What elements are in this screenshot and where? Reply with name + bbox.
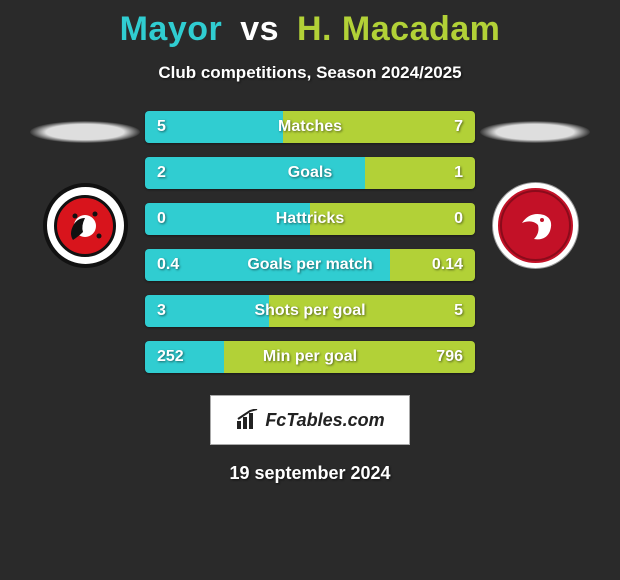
player2-name: H. Macadam bbox=[297, 10, 500, 48]
stat-value-left: 5 bbox=[157, 118, 166, 136]
stat-row: 252796Min per goal bbox=[145, 341, 475, 373]
stat-value-left: 2 bbox=[157, 164, 166, 182]
team-badge-right bbox=[493, 183, 578, 268]
stat-value-right: 0.14 bbox=[432, 256, 463, 274]
stat-row: 00Hattricks bbox=[145, 203, 475, 235]
stat-bars: 57Matches21Goals00Hattricks0.40.14Goals … bbox=[145, 111, 475, 373]
date-label: 19 september 2024 bbox=[0, 463, 620, 484]
player1-photo-placeholder bbox=[30, 121, 140, 143]
stat-value-right: 5 bbox=[454, 302, 463, 320]
comparison-widget: Mayor vs H. Macadam Club competitions, S… bbox=[0, 0, 620, 580]
stat-row: 35Shots per goal bbox=[145, 295, 475, 327]
vs-separator: vs bbox=[240, 10, 279, 48]
page-title: Mayor vs H. Macadam bbox=[0, 0, 620, 49]
stat-bar-right bbox=[310, 203, 475, 235]
main-panel: 57Matches21Goals00Hattricks0.40.14Goals … bbox=[0, 111, 620, 373]
team-badge-left bbox=[43, 183, 128, 268]
left-team-column bbox=[25, 111, 145, 268]
stat-value-left: 0 bbox=[157, 210, 166, 228]
brand-text: FcTables.com bbox=[265, 410, 384, 431]
right-team-column bbox=[475, 111, 595, 268]
stat-bar-right bbox=[269, 295, 475, 327]
stat-value-right: 0 bbox=[454, 210, 463, 228]
stat-value-right: 7 bbox=[454, 118, 463, 136]
fleetwood-crest-icon bbox=[55, 196, 115, 256]
fctables-logo-icon bbox=[235, 409, 261, 431]
stat-row: 57Matches bbox=[145, 111, 475, 143]
stat-bar-left bbox=[145, 157, 365, 189]
player2-photo-placeholder bbox=[480, 121, 590, 143]
brand-pill[interactable]: FcTables.com bbox=[210, 395, 410, 445]
stat-row: 0.40.14Goals per match bbox=[145, 249, 475, 281]
stat-value-left: 252 bbox=[157, 348, 184, 366]
morecambe-crest-icon bbox=[510, 201, 560, 251]
stat-value-left: 3 bbox=[157, 302, 166, 320]
stat-value-left: 0.4 bbox=[157, 256, 179, 274]
player1-name: Mayor bbox=[120, 10, 223, 48]
stat-value-right: 796 bbox=[436, 348, 463, 366]
stat-bar-right bbox=[283, 111, 475, 143]
stat-row: 21Goals bbox=[145, 157, 475, 189]
stat-value-right: 1 bbox=[454, 164, 463, 182]
stat-bar-left bbox=[145, 249, 390, 281]
subtitle: Club competitions, Season 2024/2025 bbox=[0, 63, 620, 83]
stat-bar-left bbox=[145, 203, 310, 235]
